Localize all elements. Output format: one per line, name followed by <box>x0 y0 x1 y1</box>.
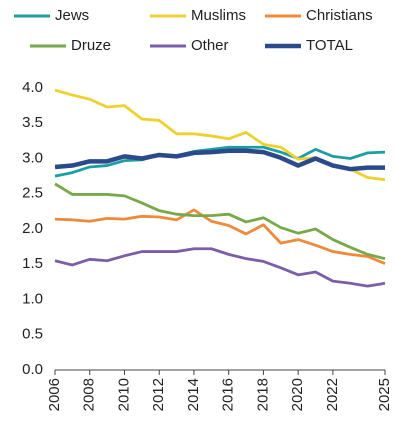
y-tick-label: 4.0 <box>22 79 43 96</box>
y-tick-label: 1.0 <box>22 290 43 307</box>
series-line <box>54 148 385 172</box>
legend-label: Christians <box>306 7 373 24</box>
series-line <box>54 208 386 265</box>
x-tick-label: 2020 <box>289 378 306 411</box>
x-tick-label: 2014 <box>185 378 202 411</box>
y-tick-label: 3.5 <box>22 114 43 131</box>
x-tick-label: 2016 <box>220 378 237 411</box>
legend-label: TOTAL <box>306 37 353 54</box>
x-tick-label: 2018 <box>254 378 271 411</box>
x-tick-label: 2012 <box>150 378 167 411</box>
series-line <box>54 247 386 288</box>
y-tick-label: 1.5 <box>22 255 43 272</box>
y-tick-label: 2.5 <box>22 185 43 202</box>
y-tick-label: 2.0 <box>22 220 43 237</box>
x-tick-label: 2010 <box>115 378 132 411</box>
x-tick-label: 2008 <box>81 378 98 411</box>
x-tick-label: 2025 <box>376 378 393 411</box>
x-tick-label: 2006 <box>46 378 63 411</box>
legend-label: Jews <box>55 7 89 24</box>
x-tick-label: 2022 <box>324 378 341 411</box>
legend-label: Other <box>191 37 229 54</box>
y-tick-label: 3.0 <box>22 149 43 166</box>
legend-label: Druze <box>71 37 111 54</box>
series-line <box>54 182 386 260</box>
series-line <box>54 145 386 178</box>
y-tick-label: 0.0 <box>22 361 43 378</box>
y-tick-label: 0.5 <box>22 326 43 343</box>
legend-label: Muslims <box>191 7 246 24</box>
